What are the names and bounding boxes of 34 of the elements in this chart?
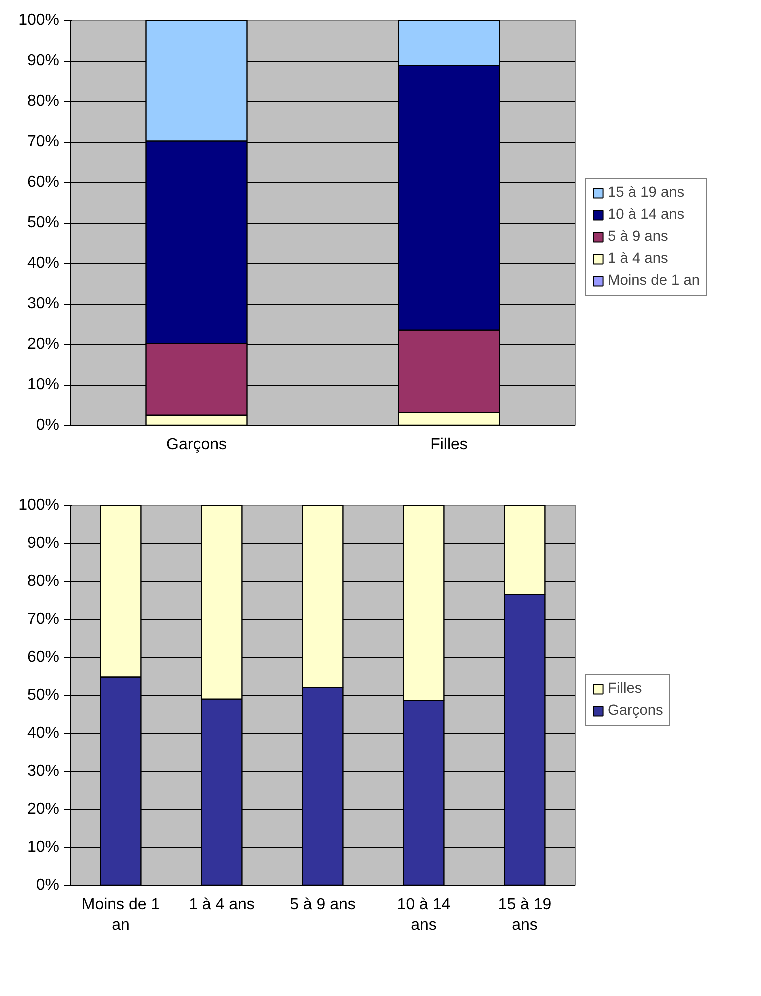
y-tick-label: 30% [27, 763, 60, 780]
y-tick-label: 20% [27, 801, 60, 818]
y-tick-label: 70% [27, 611, 60, 628]
y-tick-label: 80% [27, 573, 60, 590]
y-tick-label: 60% [27, 649, 60, 666]
y-tick-label: 70% [27, 134, 60, 150]
y-tick-label: 90% [27, 535, 60, 552]
y-tick-label: 10% [27, 376, 60, 394]
x-tick-label: Moins de 1 an [82, 896, 160, 934]
y-tick-label: 90% [27, 52, 60, 70]
y-tick-label: 20% [27, 336, 60, 353]
legend-label: Filles [608, 680, 642, 696]
x-tick-label: 10 à 14 ans [397, 896, 451, 934]
legend-label: 15 à 19 ans [608, 185, 685, 201]
y-tick-label: 50% [27, 214, 60, 232]
legend-label: Moins de 1 an [608, 273, 700, 289]
legend-label: 1 à 4 ans [608, 251, 668, 267]
legend-label: 10 à 14 ans [608, 207, 685, 223]
y-tick-label: 50% [27, 687, 60, 704]
y-tick-label: 0% [36, 417, 60, 434]
y-tick-label: 100% [18, 12, 60, 29]
x-tick-label: 5 à 9 ans [290, 896, 356, 914]
legend-label: Garçons [608, 702, 664, 718]
y-tick-label: 30% [27, 296, 60, 312]
x-tick-label: 15 à 19 ans [498, 896, 552, 934]
y-tick-label: 100% [18, 497, 60, 514]
y-tick-label: 40% [27, 255, 60, 272]
y-tick-label: 10% [27, 839, 60, 856]
legend-label: 5 à 9 ans [608, 229, 668, 245]
y-tick-label: 0% [36, 877, 60, 894]
y-tick-label: 40% [27, 725, 60, 742]
y-tick-label: 80% [27, 93, 60, 110]
x-tick-label: 1 à 4 ans [189, 896, 255, 914]
y-tick-label: 60% [27, 174, 60, 191]
